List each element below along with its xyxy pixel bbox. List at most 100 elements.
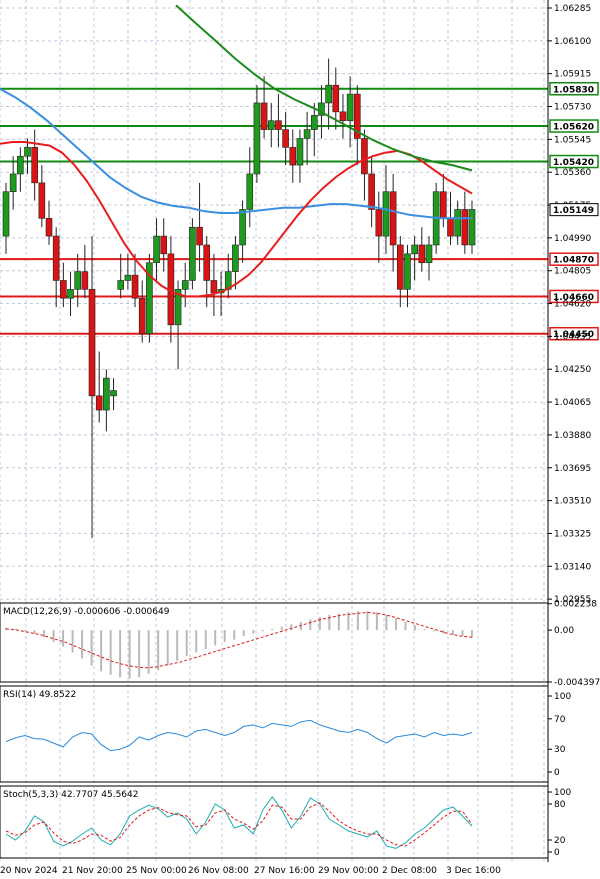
macd-tick-label: -0.004397 [554,678,600,688]
ma-red-line [0,141,473,298]
price-tick-label: 1.04065 [554,398,591,408]
candle-body [289,147,297,166]
level-label: 1.05830 [553,85,594,95]
rsi-tick-label: 100 [554,692,571,702]
time-label: 21 Nov 20:00 [62,866,123,876]
stoch-k-line [5,795,473,849]
price-tick-label: 1.03880 [554,431,591,441]
stoch-tick-label: 0 [554,848,560,858]
candle-body [146,262,153,335]
candle-body [282,129,289,148]
ma-blue-line [0,87,472,220]
candle-body [81,271,89,290]
candle-body [440,191,447,219]
candle-body [310,115,318,130]
candle-body [454,209,461,237]
rsi-line [5,719,473,752]
price-tick-label: 1.02955 [554,595,591,605]
candle-body [425,244,433,264]
grid [0,0,548,862]
price-tick-label: 1.05545 [554,135,591,145]
candle-body [267,120,275,130]
candle-body [361,138,368,175]
level-box [549,289,599,304]
candle-body [189,226,196,281]
candle-body [253,102,261,175]
candle-body [418,244,426,264]
rsi-tick-label: 0 [554,768,560,778]
level-label: 1.05420 [553,158,594,168]
candle-body [232,244,239,272]
price-tick-label: 1.04990 [554,234,591,244]
candle-body [461,209,469,246]
candle-body [2,191,10,237]
level-box [549,119,599,133]
macd-signal-line [5,611,473,669]
candle-body [353,93,361,139]
price-tick-label: 1.03510 [554,497,591,507]
time-label: 20 Nov 2024 [0,866,58,876]
time-label: 26 Nov 08:00 [188,866,249,876]
level-label: 1.04450 [553,330,594,340]
candle-body [260,102,268,130]
macd-tick-label: 0.002238 [554,600,597,610]
stoch-tick-label: 20 [554,836,566,846]
rsi-tick-label: 70 [554,715,566,725]
candle-body [411,244,418,255]
candle-body [60,280,67,299]
candle-body [174,289,182,326]
level-box [549,326,599,341]
candle-body [117,280,125,290]
candle-body [110,390,117,397]
candle-body [138,297,146,335]
level-label: 1.04660 [553,293,594,303]
time-label: 3 Dec 16:00 [446,866,501,876]
time-label: 25 Nov 00:00 [126,866,187,876]
price-tick-label: 1.04250 [554,365,591,375]
current-price-box [549,203,599,217]
level-label: 1.04870 [553,256,594,266]
candle-body [447,218,454,237]
price-tick-label: 1.05915 [554,70,591,80]
ma-green-line [175,4,473,172]
candle-body [17,155,24,175]
candle-body [124,274,132,281]
price-tick-label: 1.03325 [554,529,591,539]
stoch-label: Stoch(5,3,3) 42.7707 45.5642 [3,790,138,800]
candle-body [303,129,311,139]
candle-body [397,244,404,290]
time-axis: 20 Nov 2024 21 Nov 20:00 25 Nov 00:00 26 No… [0,866,501,876]
candle-body [339,111,347,122]
candle-body [318,102,325,116]
price-tick-label: 1.04435 [554,332,591,342]
price-tick-label: 1.05730 [554,103,591,113]
candle-body [9,173,17,193]
candle-body [368,173,375,210]
candle-body [404,253,411,290]
candle-body [181,280,189,290]
time-label: 2 Dec 08:00 [382,866,437,876]
stoch-d-line [5,802,473,847]
candle-body [52,235,60,281]
candles [2,58,476,538]
level-label: 1.05620 [553,123,594,133]
price-tick-label: 1.05360 [554,168,591,178]
stoch-tick-label: 80 [554,800,566,810]
price-tick-label: 1.06285 [554,4,591,14]
candle-body [375,209,383,237]
rsi-label: RSI(14) 49.8522 [3,690,76,700]
candle-body [153,235,160,264]
moving-averages [0,4,473,298]
candle-body [239,209,246,246]
rsi-frame [0,685,549,783]
indicators: MACD(12,26,9) -0.000606 -0.000649 0.00223… [0,600,600,859]
candle-body [31,147,38,184]
macd-frame [0,602,549,683]
candle-body [24,147,31,157]
current-price-label: 1.05149 [553,206,594,216]
level-box [549,252,599,266]
price-tick-label: 1.04805 [554,267,591,277]
level-box [549,82,599,96]
candle-body [332,84,340,113]
candle-body [389,191,397,246]
